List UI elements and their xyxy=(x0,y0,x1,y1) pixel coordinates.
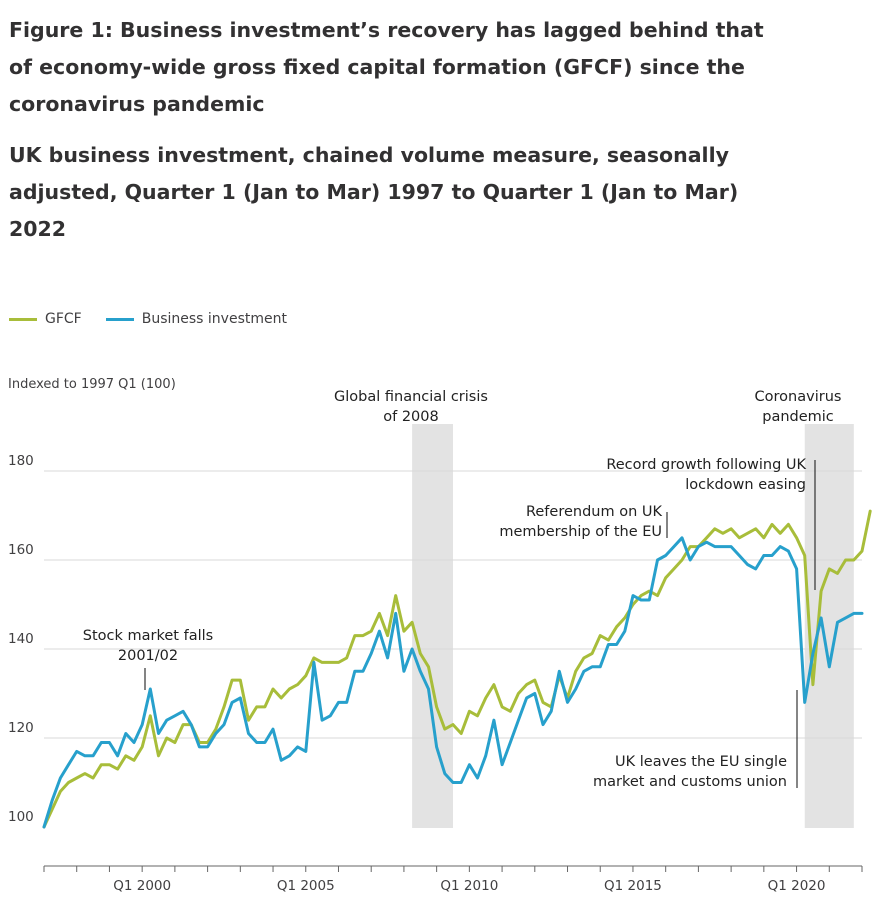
x-tick-label: Q1 2000 xyxy=(113,878,171,894)
annotation-uk-leaves-eu: UK leaves the EU single xyxy=(615,754,787,770)
annotation-record-growth: lockdown easing xyxy=(685,477,806,493)
figure-title-line: of economy-wide gross fixed capital form… xyxy=(9,55,745,79)
x-tick-label: Q1 2010 xyxy=(440,878,498,894)
annotation-stock-market-falls: Stock market falls xyxy=(83,628,213,644)
shaded-period-1 xyxy=(804,424,854,828)
legend-item-business-investment[interactable]: Business investment xyxy=(105,311,287,327)
figure-subtitle-line: 2022 xyxy=(9,217,67,241)
figure-subtitle-line: adjusted, Quarter 1 (Jan to Mar) 1997 to… xyxy=(9,180,739,204)
annotation-coronavirus-pandemic: pandemic xyxy=(762,409,834,425)
y-tick-label: 180 xyxy=(8,453,34,469)
chart-legend: GFCF Business investment xyxy=(9,311,311,327)
figure-title-line: coronavirus pandemic xyxy=(9,92,265,116)
y-axis-label: Indexed to 1997 Q1 (100) xyxy=(8,377,176,392)
figure-title-line: Figure 1: Business investment’s recovery… xyxy=(9,18,764,42)
figure-subtitle-line: UK business investment, chained volume m… xyxy=(9,143,729,167)
y-tick-label: 160 xyxy=(8,542,34,558)
legend-label-business-investment: Business investment xyxy=(141,311,287,327)
annotation-referendum: membership of the EU xyxy=(499,524,662,540)
x-tick-label: Q1 2015 xyxy=(604,878,662,894)
legend-label-gfcf: GFCF xyxy=(45,311,82,327)
x-tick-label: Q1 2020 xyxy=(768,878,826,894)
y-tick-label: 100 xyxy=(8,809,34,825)
figure-subtitle: UK business investment, chained volume m… xyxy=(9,137,879,248)
series-line-gfcf xyxy=(42,509,872,829)
x-tick-label: Q1 2005 xyxy=(277,878,335,894)
shaded-period-0 xyxy=(412,424,453,828)
series-line-business-investment xyxy=(42,536,864,829)
legend-swatch-business-investment xyxy=(105,317,134,321)
annotation-global-financial-crisis: of 2008 xyxy=(383,409,439,425)
annotation-stock-market-falls: 2001/02 xyxy=(118,648,178,664)
annotation-uk-leaves-eu: market and customs union xyxy=(593,774,787,790)
annotation-referendum: Referendum on UK xyxy=(526,504,663,520)
annotation-record-growth: Record growth following UK xyxy=(606,457,806,473)
legend-swatch-gfcf xyxy=(9,317,37,321)
y-tick-label: 120 xyxy=(8,720,34,736)
legend-item-gfcf[interactable]: GFCF xyxy=(9,311,82,327)
annotation-global-financial-crisis: Global financial crisis xyxy=(334,389,488,405)
figure-title: Figure 1: Business investment’s recovery… xyxy=(9,12,879,123)
y-tick-label: 140 xyxy=(8,631,34,647)
annotation-coronavirus-pandemic: Coronavirus xyxy=(755,389,842,405)
